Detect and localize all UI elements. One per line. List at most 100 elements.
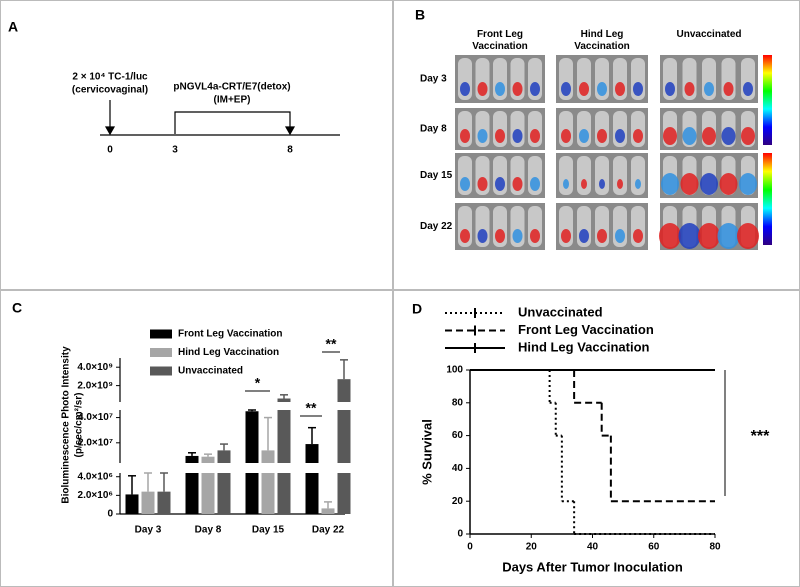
signal xyxy=(680,173,699,195)
header-line: Vaccination xyxy=(472,41,528,52)
x-tick-label: Day 8 xyxy=(195,525,222,536)
bar xyxy=(277,410,291,463)
legend-label: Unvaccinated xyxy=(178,366,243,377)
significance: ** xyxy=(326,336,337,352)
row-label: Day 3 xyxy=(420,74,447,85)
signal xyxy=(702,127,716,145)
signal xyxy=(460,129,470,143)
signal xyxy=(721,127,736,145)
legend-swatch xyxy=(150,348,172,357)
signal xyxy=(599,179,605,189)
y-tick-label: 0 xyxy=(107,509,113,520)
mouse xyxy=(613,156,627,195)
signal xyxy=(561,229,571,243)
signal xyxy=(530,177,540,191)
signal xyxy=(723,82,734,96)
row-label: Day 15 xyxy=(420,170,453,181)
signal xyxy=(530,82,540,96)
panel-label: C xyxy=(12,300,22,316)
signal xyxy=(495,177,505,191)
mouse xyxy=(631,156,645,195)
annotation: *** xyxy=(751,428,770,445)
y-tick-label: 60 xyxy=(452,430,464,441)
y-tick-label: 2.0×10⁶ xyxy=(78,490,113,501)
signal xyxy=(743,82,753,96)
signal xyxy=(530,129,540,143)
bar xyxy=(157,491,171,514)
signal xyxy=(719,173,738,195)
y-axis-unit: (p/sec/cm²/sr) xyxy=(74,392,85,457)
signal xyxy=(663,127,677,145)
y-tick-label: 0 xyxy=(457,529,463,540)
annotation: 2 × 10⁴ TC-1/luc xyxy=(72,72,148,83)
signal xyxy=(684,82,695,96)
legend-label: Front Leg Vaccination xyxy=(518,322,654,337)
signal xyxy=(530,229,540,243)
x-tick-label: 60 xyxy=(648,542,660,553)
header-line: Vaccination xyxy=(574,41,630,52)
signal xyxy=(460,82,470,96)
bar xyxy=(141,491,155,514)
bar xyxy=(277,473,291,514)
bar xyxy=(185,455,199,463)
column-header: Unvaccinated xyxy=(676,29,741,40)
annotation: (cervicovaginal) xyxy=(72,85,148,96)
x-tick-label: 80 xyxy=(709,542,721,553)
signal xyxy=(678,223,701,249)
tick-label: 3 xyxy=(172,145,178,156)
signal xyxy=(617,179,623,189)
tick-label: 0 xyxy=(107,145,113,156)
signal xyxy=(477,177,488,191)
signal xyxy=(495,229,505,243)
signal xyxy=(700,173,718,195)
signal xyxy=(661,173,679,195)
bar xyxy=(245,411,259,463)
legend-label: Hind Leg Vaccination xyxy=(178,347,279,358)
y-tick-label: 4.0×10⁷ xyxy=(78,412,113,423)
legend-swatch xyxy=(150,329,172,339)
y-tick-label: 20 xyxy=(452,496,464,507)
signal xyxy=(477,229,488,243)
x-tick-label: 0 xyxy=(467,542,473,553)
annotation: (IM+EP) xyxy=(214,95,251,106)
x-tick-label: Day 3 xyxy=(135,525,162,536)
signal xyxy=(633,129,643,143)
signal xyxy=(495,129,505,143)
signal xyxy=(597,229,607,243)
bar xyxy=(277,398,291,402)
signal xyxy=(597,82,607,96)
signal xyxy=(739,173,757,195)
signal xyxy=(635,179,641,189)
legend-label: Unvaccinated xyxy=(518,304,603,319)
header-line: Unvaccinated xyxy=(676,29,741,40)
bar xyxy=(305,473,319,514)
column-header: Hind Leg Vaccination xyxy=(574,29,630,52)
x-tick-label: 40 xyxy=(587,542,599,553)
bar xyxy=(217,473,231,514)
tick-label: 8 xyxy=(287,145,293,156)
legend-swatch xyxy=(150,366,172,376)
legend-label: Hind Leg Vaccination xyxy=(518,339,650,354)
signal xyxy=(659,223,681,249)
x-tick-label: Day 22 xyxy=(312,525,345,536)
signal xyxy=(512,177,523,191)
bar xyxy=(185,473,199,514)
signal xyxy=(477,82,488,96)
row-label: Day 22 xyxy=(420,221,453,232)
x-tick-label: Day 15 xyxy=(252,525,285,536)
signal xyxy=(581,179,587,189)
bar xyxy=(321,508,335,514)
arrow-head xyxy=(104,126,116,136)
bar xyxy=(337,473,351,514)
x-axis-title: Days After Tumor Inoculation xyxy=(502,559,683,574)
bar xyxy=(305,444,319,463)
signal xyxy=(579,82,589,96)
panel-label: D xyxy=(412,301,422,317)
timeline xyxy=(100,100,340,136)
panel-label: B xyxy=(415,7,425,23)
signal xyxy=(512,229,523,243)
signal xyxy=(561,129,571,143)
signal xyxy=(633,82,643,96)
signal xyxy=(563,179,569,189)
